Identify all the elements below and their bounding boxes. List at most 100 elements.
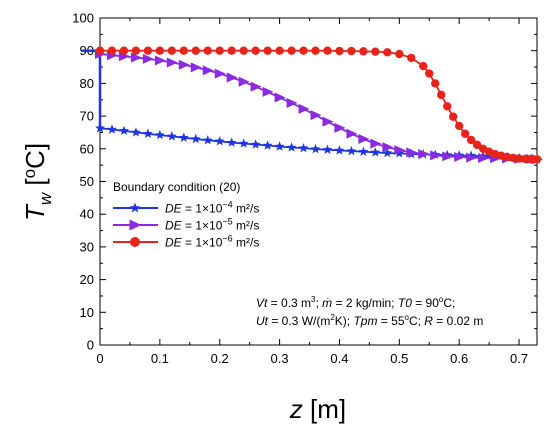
data-point-star (226, 137, 237, 147)
data-point-triangle (178, 59, 190, 70)
data-point-star (202, 135, 213, 145)
annotation-segment: = 90 (412, 296, 439, 310)
data-point-triangle (322, 116, 334, 127)
y-tick-label: 60 (80, 141, 94, 156)
legend-label-exponent: −6 (222, 234, 232, 244)
data-point-star (238, 138, 249, 148)
data-point-triangle (129, 219, 142, 231)
data-point-triangle (286, 98, 298, 109)
annotation-segment: R (424, 314, 433, 328)
x-axis-title: z [m] (289, 394, 346, 424)
annotation-segment: = 0.3 W/(m (268, 314, 330, 328)
data-point-circle (263, 46, 272, 55)
data-point-triangle (250, 81, 262, 92)
data-point-circle (191, 46, 200, 55)
annotation-segment: = 0.3 m (267, 296, 311, 310)
data-point-circle (119, 46, 129, 55)
y-tick-label: 40 (80, 207, 94, 222)
data-point-circle (437, 90, 446, 100)
y-tick-label: 70 (80, 109, 94, 124)
y-tick-label: 50 (80, 174, 94, 189)
data-point-triangle (370, 138, 382, 149)
data-point-star (334, 145, 345, 155)
data-point-triangle (346, 128, 358, 139)
data-point-star (394, 148, 405, 158)
data-point-circle (143, 46, 153, 55)
annotation-segment: ṁ (322, 296, 332, 310)
legend-label-exponent: −5 (222, 217, 232, 227)
data-point-triangle (202, 65, 214, 76)
data-point-star (166, 131, 177, 141)
data-point-circle (131, 46, 141, 55)
data-point-triangle (334, 122, 346, 133)
annotation-superscript: 2 (330, 313, 335, 322)
parameter-annotation: Vt = 0.3 m3; ṁ = 2 kg/min; T0 = 90oC; Ut … (256, 295, 483, 328)
legend-label-unit: m²/s (233, 219, 260, 233)
legend-label-unit: m²/s (233, 202, 260, 216)
data-point-circle (239, 46, 248, 55)
x-tick-label: 0.2 (211, 351, 229, 366)
data-point-circle (383, 48, 392, 57)
data-point-star (370, 147, 381, 157)
data-point-circle (323, 46, 332, 55)
data-point-star (154, 129, 165, 140)
y-tick-label: 80 (80, 76, 94, 91)
data-point-triangle (454, 151, 466, 162)
legend-entry: DE = 1×10−6 m²/s (113, 234, 259, 250)
data-point-star (142, 128, 153, 138)
legend-label: DE = 1×10−6 m²/s (165, 234, 259, 250)
data-point-triangle (142, 53, 154, 64)
data-point-triangle (418, 149, 430, 160)
data-point-circle (311, 46, 320, 55)
legend-label-var: DE (165, 236, 183, 250)
data-point-star (322, 144, 333, 154)
series-3 (95, 46, 542, 164)
data-point-circle (395, 49, 404, 59)
annotation-line: Ut = 0.3 W/(m2K); Tpm = 55oC; R = 0.02 m (256, 313, 483, 328)
data-point-circle (167, 46, 177, 55)
data-point-circle (448, 112, 458, 121)
data-point-circle (532, 155, 542, 164)
annotation-superscript: o (405, 313, 410, 322)
annotation-line: Vt = 0.3 m3; ṁ = 2 kg/min; T0 = 90oC; (256, 295, 455, 310)
data-point-circle (443, 102, 452, 111)
data-point-circle (520, 154, 530, 164)
data-point-triangle (154, 55, 166, 66)
data-point-triangle (442, 151, 454, 162)
data-point-circle (472, 140, 482, 150)
annotation-segment: = 0.02 m (433, 314, 483, 328)
data-point-circle (425, 69, 434, 78)
y-tick-label: 10 (80, 305, 94, 320)
data-point-star (95, 123, 105, 133)
data-point-star (129, 202, 141, 213)
y-axis-title: Tw [oC] (20, 143, 55, 221)
data-point-triangle (466, 152, 478, 163)
data-point-star (190, 133, 201, 144)
y-tick-label: 100 (72, 11, 94, 26)
data-point-star (274, 141, 285, 151)
data-point-triangle (274, 92, 286, 103)
data-point-triangle (226, 72, 238, 83)
x-tick-label: 0.7 (510, 351, 528, 366)
data-point-triangle (406, 147, 418, 158)
data-point-circle (431, 79, 440, 88)
legend-label: DE = 1×10−5 m²/s (165, 217, 259, 233)
legend-label: DE = 1×10−4 m²/s (165, 200, 259, 216)
data-point-circle (275, 46, 284, 55)
data-point-circle (179, 46, 189, 55)
data-point-triangle (130, 52, 142, 63)
x-tick-label: 0 (96, 351, 103, 366)
data-point-circle (407, 53, 416, 63)
data-point-circle (454, 121, 464, 131)
data-point-star (178, 132, 189, 142)
annotation-segment: Vt (256, 296, 268, 310)
annotation-segment: = 2 kg/min; (332, 296, 398, 310)
data-point-circle (107, 46, 117, 55)
data-point-circle (155, 46, 165, 55)
y-tick-label: 20 (80, 272, 94, 287)
data-point-triangle (310, 110, 322, 121)
legend-label-value: = 1×10 (182, 219, 223, 233)
data-series (82, 46, 543, 165)
annotation-segment: K); (335, 314, 354, 328)
